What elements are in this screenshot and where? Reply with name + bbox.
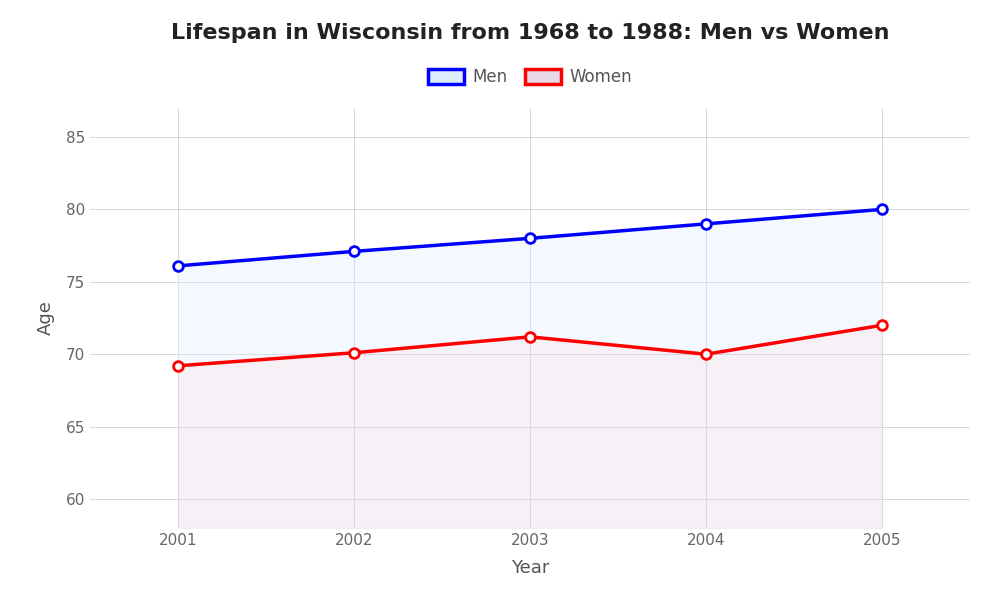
- Title: Lifespan in Wisconsin from 1968 to 1988: Men vs Women: Lifespan in Wisconsin from 1968 to 1988:…: [171, 23, 889, 43]
- X-axis label: Year: Year: [511, 559, 549, 577]
- Legend: Men, Women: Men, Women: [421, 62, 639, 93]
- Y-axis label: Age: Age: [37, 301, 55, 335]
